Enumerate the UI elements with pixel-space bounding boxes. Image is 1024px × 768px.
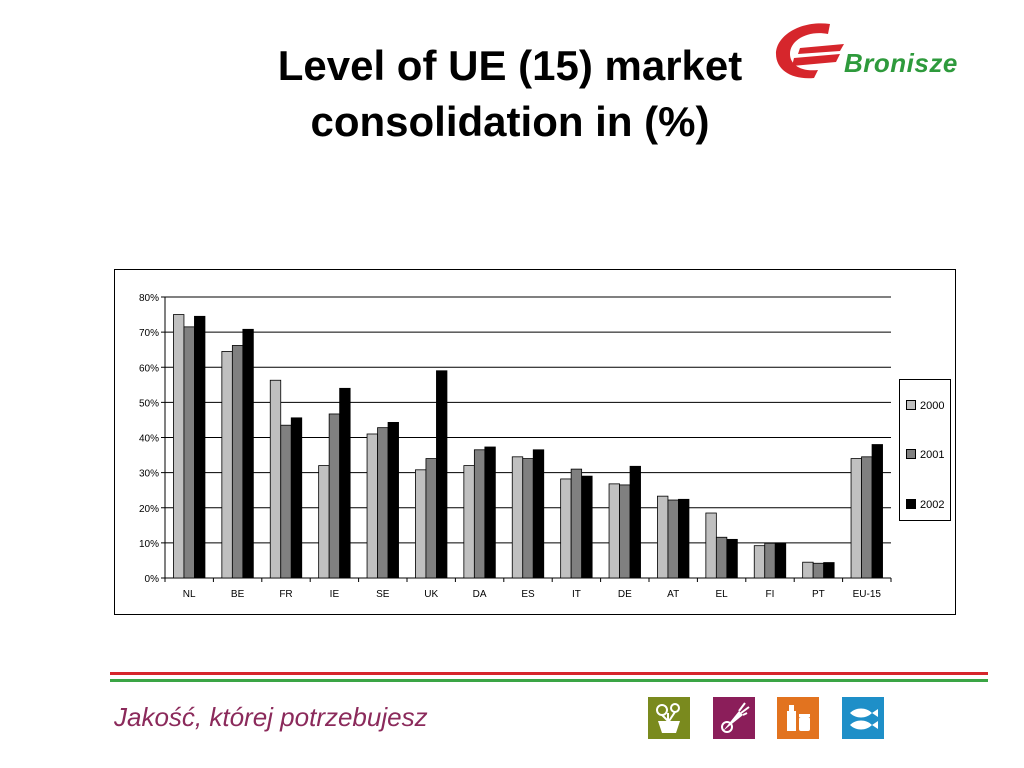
x-tick-label: AT bbox=[667, 589, 679, 600]
footer-green-line bbox=[110, 679, 988, 682]
bar-2000-EL bbox=[705, 512, 717, 579]
tagline: Jakość, której potrzebujesz bbox=[114, 702, 428, 732]
y-tick-label: 10% bbox=[139, 539, 159, 550]
bar-2001-FI bbox=[764, 542, 776, 579]
bar-2001-ES bbox=[522, 458, 534, 579]
logo-text: Bronisze bbox=[844, 48, 958, 78]
bar-2000-EU-15 bbox=[850, 458, 862, 579]
bar-2000-ES bbox=[511, 456, 524, 579]
bar-2002-BE bbox=[242, 328, 254, 579]
x-tick-label: UK bbox=[424, 589, 438, 600]
y-tick-label: 70% bbox=[139, 328, 159, 339]
y-tick-label: 50% bbox=[139, 398, 159, 409]
y-tick-label: 0% bbox=[145, 574, 160, 585]
bar-2000-UK bbox=[415, 469, 427, 579]
footer-red-line bbox=[110, 672, 988, 675]
x-tick-label: IE bbox=[330, 589, 340, 600]
y-tick-label: 20% bbox=[139, 504, 159, 515]
x-tick-label: DE bbox=[618, 589, 632, 600]
bar-2002-IT bbox=[581, 475, 593, 579]
legend-item-2001: 2001 bbox=[906, 448, 944, 462]
fish-icon bbox=[842, 697, 884, 739]
bar-2001-NL bbox=[183, 326, 195, 579]
legend-label-2001: 2001 bbox=[920, 449, 945, 461]
bar-2001-IT bbox=[570, 468, 583, 579]
bar-2001-EU-15 bbox=[861, 456, 873, 579]
bar-2002-DE bbox=[629, 465, 641, 579]
bar-2000-DA bbox=[463, 465, 475, 579]
x-tick-label: NL bbox=[183, 589, 196, 600]
y-tick-label: 60% bbox=[139, 363, 159, 374]
legend-swatch-2001 bbox=[906, 449, 916, 460]
bar-2002-ES bbox=[532, 449, 545, 579]
bar-2002-PT bbox=[823, 562, 835, 579]
legend-swatch-2002 bbox=[906, 499, 916, 510]
carrot-icon bbox=[713, 697, 755, 739]
bar-2001-EL bbox=[715, 536, 728, 579]
bar-2001-DA bbox=[473, 449, 486, 579]
bar-2000-BE bbox=[221, 351, 233, 579]
x-tick-label: IT bbox=[572, 589, 581, 600]
bar-2002-EU-15 bbox=[871, 444, 883, 579]
bar-2000-IT bbox=[560, 478, 572, 579]
x-tick-label: DA bbox=[473, 589, 487, 600]
bar-2002-FR bbox=[290, 417, 303, 579]
logo-swoosh-icon bbox=[776, 23, 844, 79]
y-tick-label: 30% bbox=[139, 469, 159, 480]
bar-2001-SE bbox=[377, 427, 389, 579]
bar-2001-DE bbox=[619, 484, 631, 579]
bar-2000-PT bbox=[802, 561, 814, 579]
title-line-2: consolidation in (%) bbox=[310, 98, 710, 145]
x-tick-label: BE bbox=[231, 589, 245, 600]
bar-2000-DE bbox=[608, 483, 620, 579]
flower-pot-icon bbox=[648, 697, 690, 739]
bar-2000-IE bbox=[318, 465, 330, 579]
legend-label-2002: 2002 bbox=[920, 499, 945, 511]
bar-chart: 0% 10% 20% 30% 40% 50% 60% 70% 80% NL BE FR IE SE UK DA… bbox=[139, 293, 892, 600]
x-tick-label: EL bbox=[715, 589, 728, 600]
chart-frame: 0% 10% 20% 30% 40% 50% 60% 70% 80% NL BE FR IE SE UK DA… bbox=[114, 269, 956, 615]
bar-2000-FI bbox=[753, 545, 766, 579]
title-line-1: Level of UE (15) market bbox=[277, 42, 743, 89]
bottle-jar-icon bbox=[777, 697, 819, 739]
legend-label-2000: 2000 bbox=[920, 400, 945, 412]
bar-2001-PT bbox=[812, 562, 825, 579]
bar-2002-FI bbox=[774, 542, 787, 579]
x-tick-label: EU-15 bbox=[853, 589, 882, 600]
bar-2000-AT bbox=[657, 495, 669, 579]
bar-2001-FR bbox=[280, 424, 292, 579]
chart-legend: 2000 2001 2002 bbox=[899, 379, 951, 521]
bar-2002-IE bbox=[339, 387, 351, 579]
bar-2001-BE bbox=[231, 345, 244, 579]
bar-2000-SE bbox=[366, 433, 378, 579]
x-tick-label: FR bbox=[279, 589, 292, 600]
bar-2002-AT bbox=[678, 498, 690, 579]
bar-2002-EL bbox=[726, 538, 738, 579]
bar-2000-FR bbox=[269, 379, 282, 579]
legend-swatch-2000 bbox=[906, 400, 916, 411]
y-tick-label: 80% bbox=[139, 293, 159, 304]
bar-2001-AT bbox=[667, 499, 679, 579]
bar-2002-SE bbox=[387, 421, 399, 579]
bar-2000-NL bbox=[173, 314, 185, 579]
bar-2002-NL bbox=[194, 315, 206, 579]
y-tick-label: 40% bbox=[139, 434, 159, 445]
bronisze-logo: Bronisze bbox=[770, 18, 985, 86]
slide-title: Level of UE (15) market consolidation in… bbox=[190, 38, 830, 150]
x-tick-label: SE bbox=[376, 589, 390, 600]
bar-2001-UK bbox=[425, 458, 437, 579]
x-tick-label: ES bbox=[521, 589, 535, 600]
x-tick-label: FI bbox=[766, 589, 775, 600]
legend-item-2000: 2000 bbox=[906, 399, 944, 413]
bar-2002-DA bbox=[484, 446, 496, 579]
legend-item-2002: 2002 bbox=[906, 498, 944, 512]
bar-2002-UK bbox=[436, 370, 448, 579]
bar-2001-IE bbox=[328, 413, 341, 579]
x-tick-label: PT bbox=[812, 589, 825, 600]
